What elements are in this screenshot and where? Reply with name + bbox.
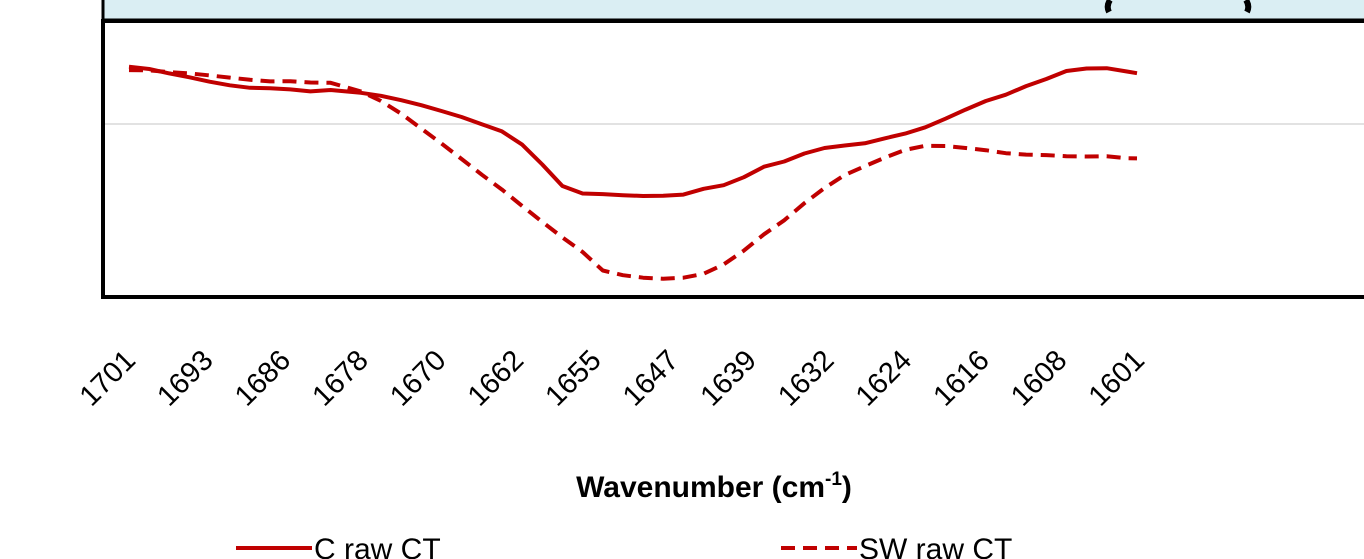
series-layer [128,64,1138,281]
x-tick-label: 1647 [617,344,685,412]
plot-area [101,19,1364,299]
legend-label-c-raw-ct: C raw CT [314,533,441,559]
x-tick-label: 1608 [1005,344,1073,412]
x-tick-label: 1639 [695,344,763,412]
x-tick-label: 1670 [384,344,452,412]
x-tick-label: 1701 [74,344,142,412]
x-axis-label-main: Wavenumber (cm [576,471,825,504]
plot-background [103,21,1364,297]
x-axis-label-superscript: -1 [825,469,842,490]
series-line-c-raw-ct [128,64,1138,198]
legend-item-c-raw-ct: C raw CT [236,533,441,559]
x-tick-label: 1686 [229,344,297,412]
x-tick-label: 1693 [151,344,219,412]
x-tick-label: 1678 [307,344,375,412]
x-tick-label: 1601 [1083,344,1151,412]
series-line-sw-raw-ct [128,68,1138,281]
x-tick-label: 1662 [462,344,530,412]
title-bracket-fragment [1104,0,1113,14]
x-tick-label: 1624 [850,344,918,412]
x-tick-label: 1632 [772,344,840,412]
title-bracket-fragment [1243,0,1252,14]
title-banner [101,0,1364,22]
legend-label-sw-raw-ct: SW raw CT [859,533,1012,559]
x-tick-label: 1616 [928,344,996,412]
legend: C raw CT SW raw CT [236,533,1012,559]
x-axis-label: Wavenumber (cm-1) [576,469,852,504]
x-tick-label: 1655 [539,344,607,412]
legend-item-sw-raw-ct: SW raw CT [781,533,1012,559]
x-tick-labels: 1701 1693 1686 1678 1670 1662 1655 1647 1639 1632… [74,344,1151,412]
x-axis-label-suffix: ) [842,471,852,504]
